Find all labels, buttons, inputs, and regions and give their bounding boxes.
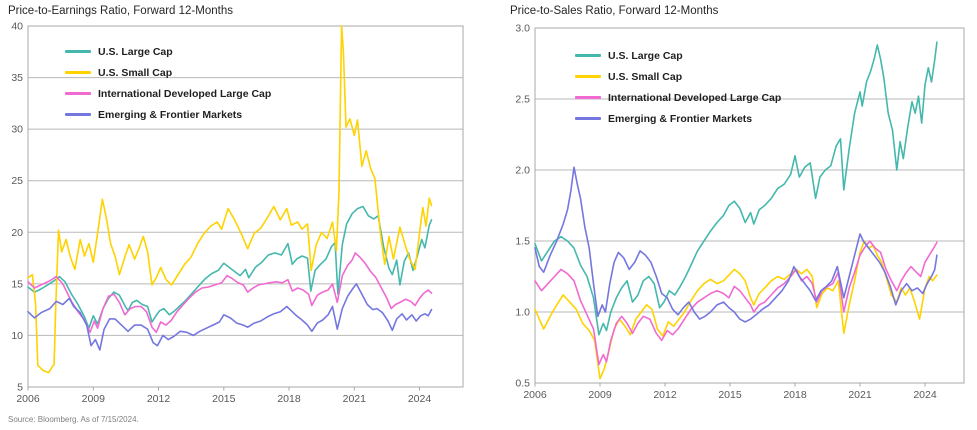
y-tick-label: 1.5 [515,236,530,248]
legend-label: U.S. Small Cap [98,66,173,79]
legend-label: U.S. Large Cap [98,45,173,58]
series-line-us-large-cap [27,205,433,329]
x-tick-label: 2006 [523,389,547,401]
y-tick-label: 10 [11,330,23,342]
legend-item-us-large-cap: U.S. Large Cap [65,41,271,62]
legend-label: International Developed Large Cap [608,91,782,104]
x-tick-label: 2009 [588,389,612,401]
x-tick-label: 2012 [147,393,171,405]
y-tick-label: 0.5 [515,378,530,390]
ps-chart-title: Price-to-Sales Ratio, Forward 12-Months [510,5,719,17]
legend-item-us-large-cap: U.S. Large Cap [575,45,781,66]
x-tick-label: 2021 [343,393,367,405]
legend-swatch-us-large-cap [65,50,91,53]
y-tick-label: 5 [17,382,23,394]
series-line-emerging-frontier-markets [27,283,433,351]
y-tick-label: 40 [11,21,23,33]
x-tick-label: 2006 [16,393,40,405]
legend-label: Emerging & Frontier Markets [98,108,243,121]
y-tick-label: 2.5 [515,94,530,106]
ps-chart-svg: 0.5 1.0 1.5 2.0 2.5 3.0 2006 2009 2012 2015 2018 20… [515,23,965,401]
pe-chart-legend: U.S. Large Cap U.S. Small Cap Internatio… [65,41,271,125]
legend-swatch-emerging-frontier [65,113,91,116]
x-tick-label: 2018 [783,389,807,401]
legend-swatch-intl-developed [575,96,601,99]
legend-swatch-intl-developed [65,92,91,95]
y-tick-label: 35 [11,72,23,84]
legend-item-intl-developed: International Developed Large Cap [575,87,781,108]
legend-item-intl-developed: International Developed Large Cap [65,83,271,104]
legend-item-emerging-frontier: Emerging & Frontier Markets [575,108,781,129]
x-tick-label: 2018 [277,393,301,405]
y-tick-label: 25 [11,175,23,187]
series-line-us-large-cap [534,41,938,336]
y-tick-label: 15 [11,278,23,290]
legend-item-emerging-frontier: Emerging & Frontier Markets [65,104,271,125]
y-tick-label: 2.0 [515,165,530,177]
ps-chart-legend: U.S. Large Cap U.S. Small Cap Internatio… [575,45,781,129]
plot-border [534,27,965,384]
x-tick-label: 2012 [653,389,677,401]
source-note: Source: Bloomberg. As of 7/15/2024. [8,415,139,424]
series-line-intl-developed-large-cap [534,240,938,366]
pe-chart-title: Price-to-Earnings Ratio, Forward 12-Mont… [8,5,233,17]
x-tick-label: 2015 [718,389,742,401]
y-tick-label: 1.0 [515,307,530,319]
legend-label: International Developed Large Cap [98,87,272,100]
series-line-emerging-frontier-markets [534,166,938,323]
legend-label: Emerging & Frontier Markets [608,112,753,125]
legend-swatch-us-small-cap [65,71,91,74]
y-tick-label: 3.0 [515,23,530,35]
legend-label: U.S. Small Cap [608,70,683,83]
legend-swatch-emerging-frontier [575,117,601,120]
series-line-intl-developed-large-cap [27,252,433,334]
series-line-us-small-cap [27,25,433,374]
x-tick-label: 2021 [848,389,872,401]
x-tick-label: 2009 [82,393,106,405]
x-tick-label: 2024 [913,389,937,401]
y-tick-label: 20 [11,227,23,239]
legend-item-us-small-cap: U.S. Small Cap [65,62,271,83]
legend-item-us-small-cap: U.S. Small Cap [575,66,781,87]
legend-swatch-us-large-cap [575,54,601,57]
plot-border [27,25,464,388]
legend-label: U.S. Large Cap [608,49,683,62]
legend-swatch-us-small-cap [575,75,601,78]
x-tick-label: 2024 [408,393,432,405]
y-tick-label: 30 [11,124,23,136]
x-tick-label: 2015 [212,393,236,405]
pe-chart-svg: 5 10 15 20 25 30 35 40 2006 2009 2012 2015 2018 2021 2… [11,21,464,405]
